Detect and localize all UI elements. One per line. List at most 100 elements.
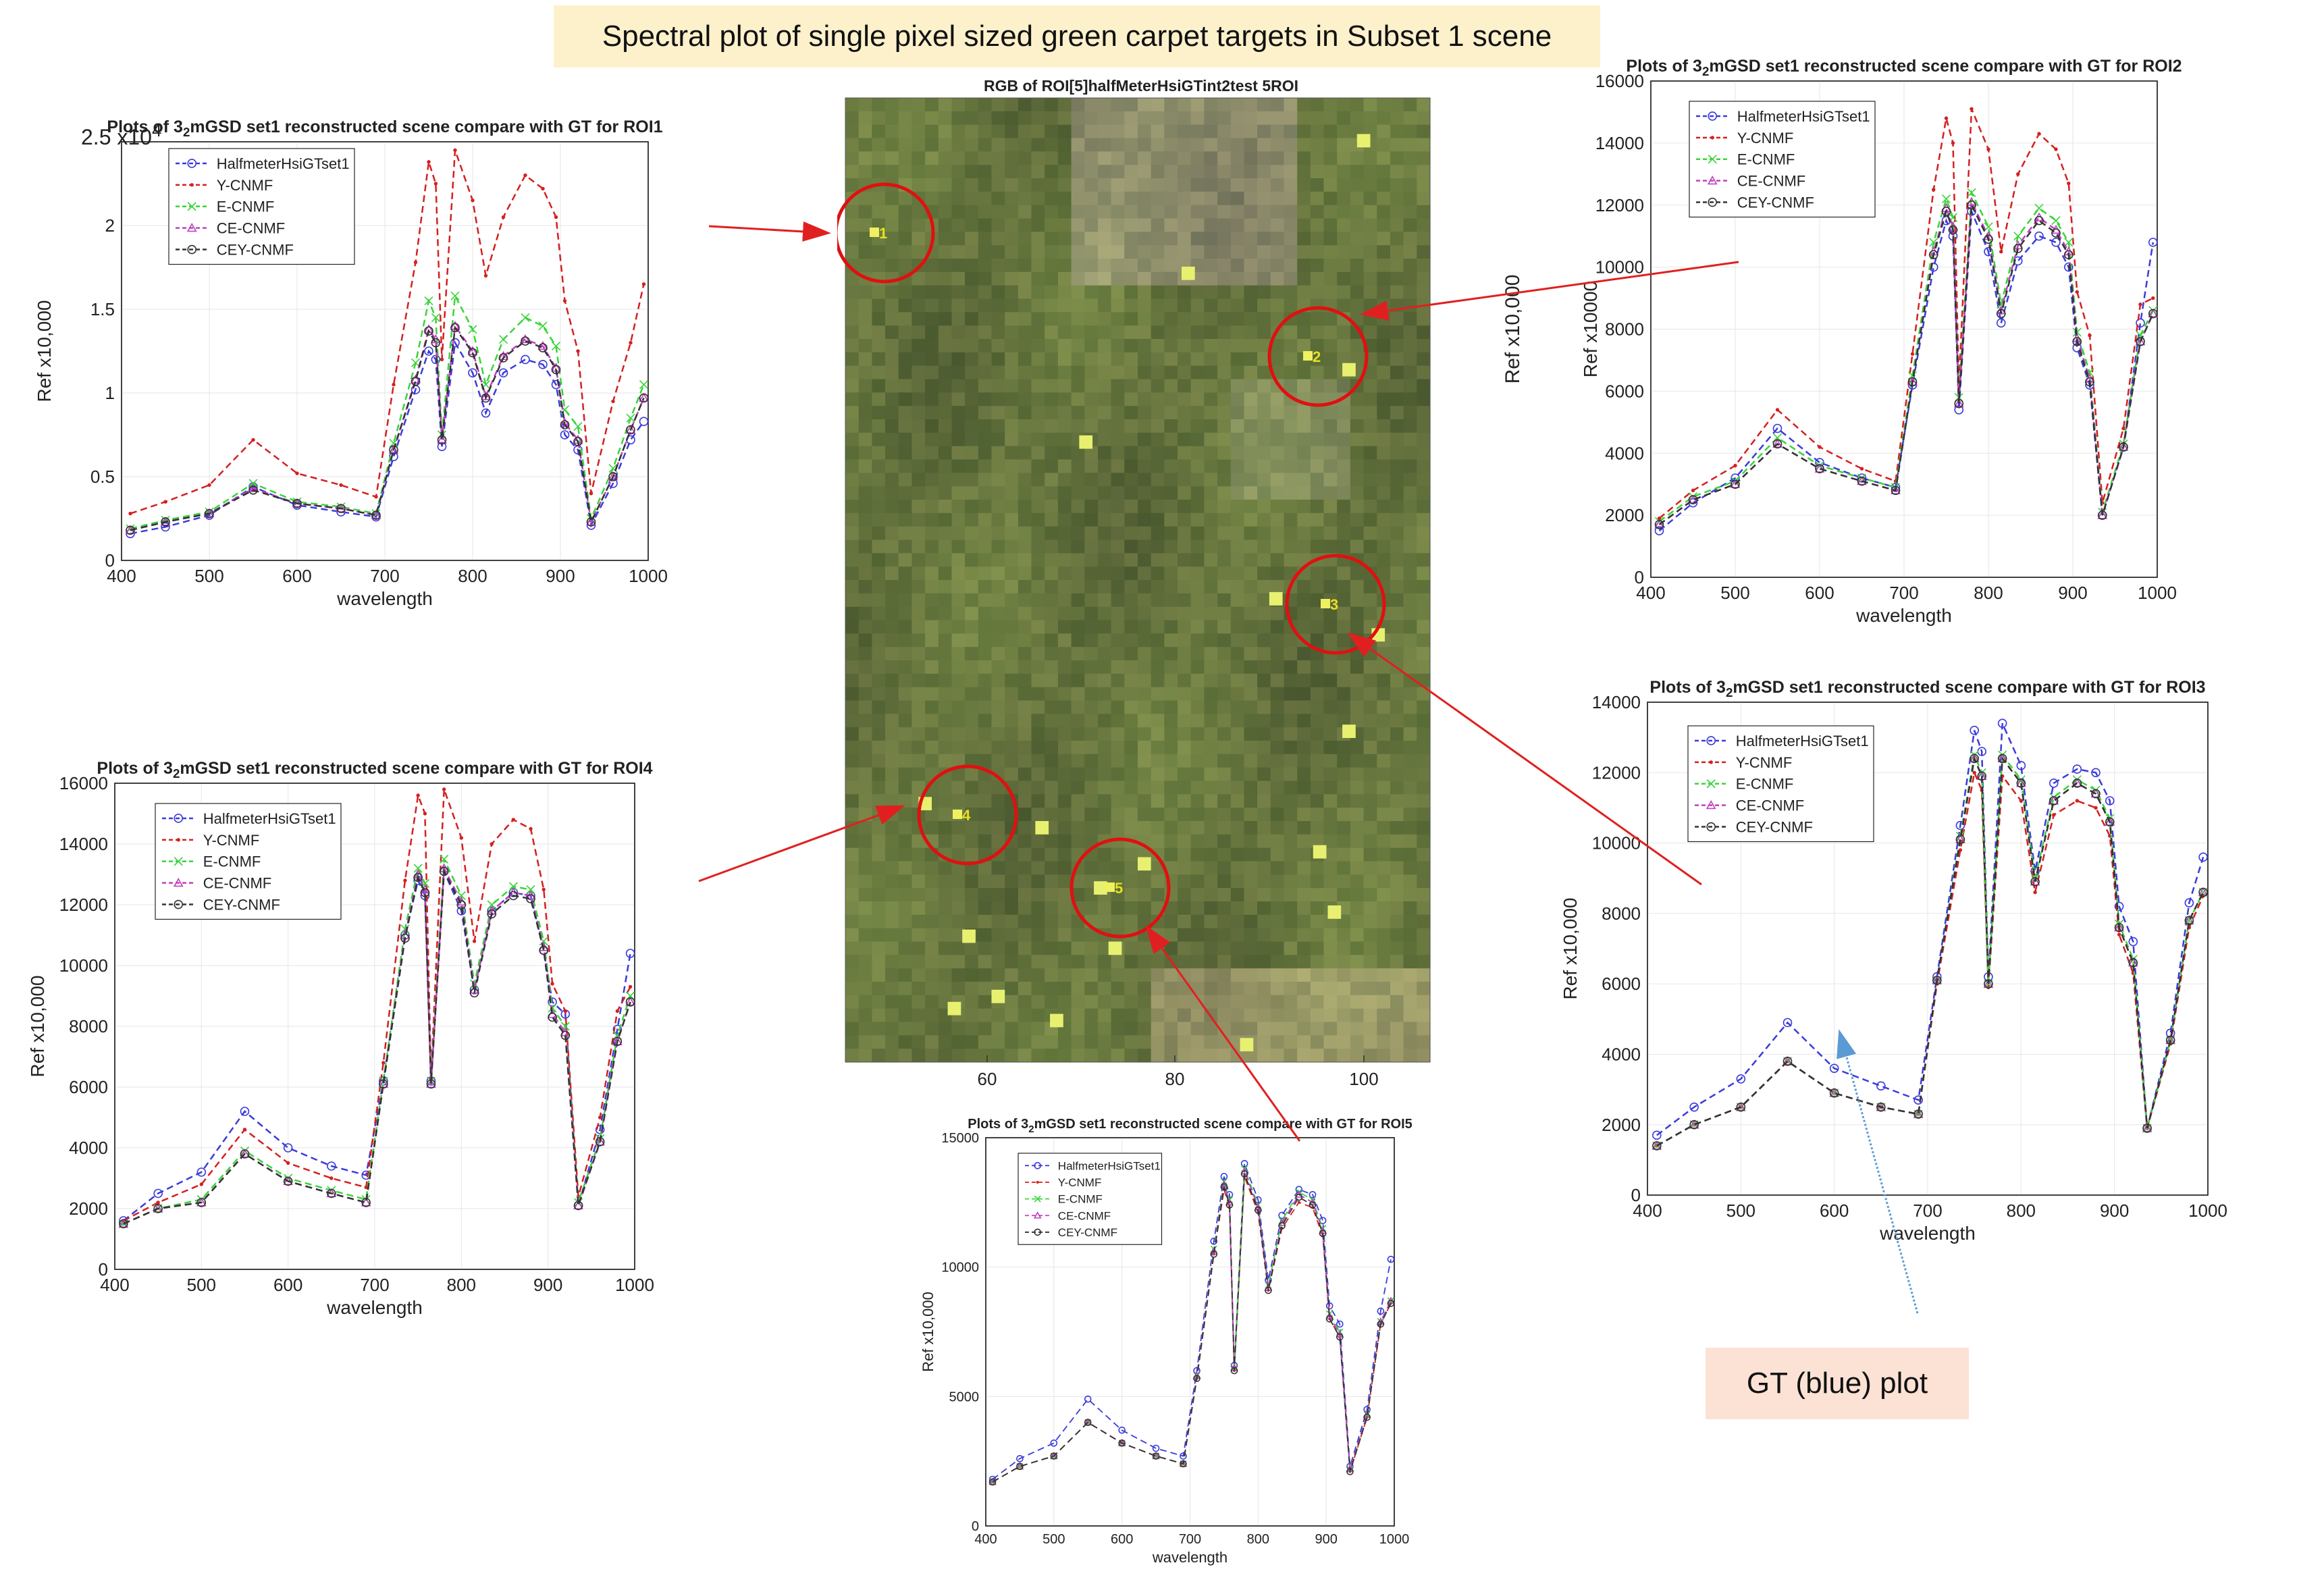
data-point xyxy=(1984,979,1993,988)
data-point xyxy=(2019,799,2024,803)
data-point xyxy=(560,430,570,440)
data-point xyxy=(573,437,583,446)
data-point xyxy=(199,1182,204,1186)
x-tick-label: 600 xyxy=(282,566,311,586)
x-tick-label: 600 xyxy=(1111,1532,1133,1547)
data-point xyxy=(1910,352,1915,356)
legend-label: CE-CNMF xyxy=(1736,797,1804,814)
y-tick-label: 8000 xyxy=(1605,319,1644,340)
data-point xyxy=(483,273,488,278)
data-point xyxy=(1309,1191,1317,1198)
rgb-image xyxy=(845,97,1431,1063)
data-point xyxy=(1941,194,1951,204)
y-tick-label: 2 xyxy=(105,215,115,236)
data-point xyxy=(389,445,398,455)
data-point xyxy=(379,1079,388,1089)
data-point xyxy=(468,325,477,334)
data-point xyxy=(2097,510,2108,519)
data-point xyxy=(521,313,530,322)
data-point xyxy=(240,1149,250,1159)
x-tick-label: 1000 xyxy=(615,1275,654,1295)
data-point xyxy=(251,438,255,442)
data-point xyxy=(563,1009,568,1013)
legend-marker xyxy=(176,838,180,842)
data-point xyxy=(529,826,533,831)
data-point xyxy=(413,872,423,882)
data-point xyxy=(400,924,410,934)
data-point xyxy=(295,471,299,475)
data-point xyxy=(2030,877,2040,887)
data-point xyxy=(1954,405,1964,415)
legend-marker xyxy=(1708,155,1717,164)
figure-title: Spectral plot of single pixel sized gree… xyxy=(554,5,1600,68)
data-point xyxy=(1689,1119,1699,1130)
data-point xyxy=(1986,147,1990,151)
data-point xyxy=(242,1128,247,1132)
legend-marker xyxy=(1709,760,1713,764)
data-point xyxy=(128,511,132,516)
data-point xyxy=(2072,778,2082,788)
data-point xyxy=(1772,439,1782,449)
data-point xyxy=(431,313,440,322)
data-point xyxy=(453,148,457,153)
data-point xyxy=(1782,1057,1793,1066)
data-point xyxy=(2051,216,2061,226)
data-point xyxy=(551,341,561,351)
y-axis-label: Ref x10,000 xyxy=(34,300,55,402)
legend-marker xyxy=(1710,136,1714,140)
data-point xyxy=(119,1216,128,1225)
data-point xyxy=(2051,228,2061,238)
data-point xyxy=(1118,1426,1126,1434)
data-point xyxy=(538,343,548,352)
legend-marker xyxy=(1033,1211,1042,1219)
data-point xyxy=(573,422,583,431)
roi-marker-4: 4 xyxy=(917,764,1018,866)
arrow-roi5 xyxy=(1145,925,1301,1142)
legend-marker xyxy=(1706,800,1716,810)
bright-pixel xyxy=(1240,1038,1254,1052)
data-point xyxy=(411,376,421,386)
data-point xyxy=(469,988,479,998)
data-point xyxy=(1652,1141,1662,1151)
data-point xyxy=(551,379,561,390)
data-point xyxy=(1829,1088,1840,1097)
data-point xyxy=(1050,1440,1058,1447)
data-point xyxy=(641,282,646,286)
data-point xyxy=(548,997,557,1007)
data-point xyxy=(1829,1063,1839,1074)
data-point xyxy=(1050,1452,1058,1460)
data-point xyxy=(573,1200,583,1211)
data-point xyxy=(400,933,410,943)
data-point xyxy=(1941,207,1951,216)
data-point xyxy=(576,349,580,353)
data-point xyxy=(440,357,444,362)
series-line xyxy=(130,340,645,535)
data-point xyxy=(442,787,446,791)
x-axis-label: wavelength xyxy=(1152,1549,1227,1566)
data-point xyxy=(1377,1320,1385,1328)
data-point xyxy=(1876,1081,1886,1091)
data-point xyxy=(481,408,491,418)
data-point xyxy=(1225,1201,1234,1209)
data-point xyxy=(431,338,441,348)
data-point xyxy=(2119,442,2128,452)
data-point xyxy=(1220,1183,1228,1191)
data-point xyxy=(1996,318,2006,328)
data-point xyxy=(1180,1452,1187,1460)
x-tick-label: 1000 xyxy=(2188,1200,2227,1221)
x-tick-label: 400 xyxy=(974,1532,997,1547)
legend-marker xyxy=(174,899,184,909)
roi-marker-label: 4 xyxy=(962,807,971,824)
legend-marker xyxy=(173,878,184,887)
data-point xyxy=(196,1198,207,1207)
data-point xyxy=(560,417,570,427)
data-point xyxy=(468,368,477,378)
series-line xyxy=(992,1163,1392,1480)
data-point xyxy=(1859,467,1864,471)
data-point xyxy=(639,392,649,402)
y-tick-label: 6000 xyxy=(1602,974,1641,994)
legend-marker xyxy=(1706,779,1716,789)
legend-marker xyxy=(174,857,183,866)
x-tick-label: 600 xyxy=(1820,1200,1849,1221)
data-point xyxy=(1996,309,2006,319)
